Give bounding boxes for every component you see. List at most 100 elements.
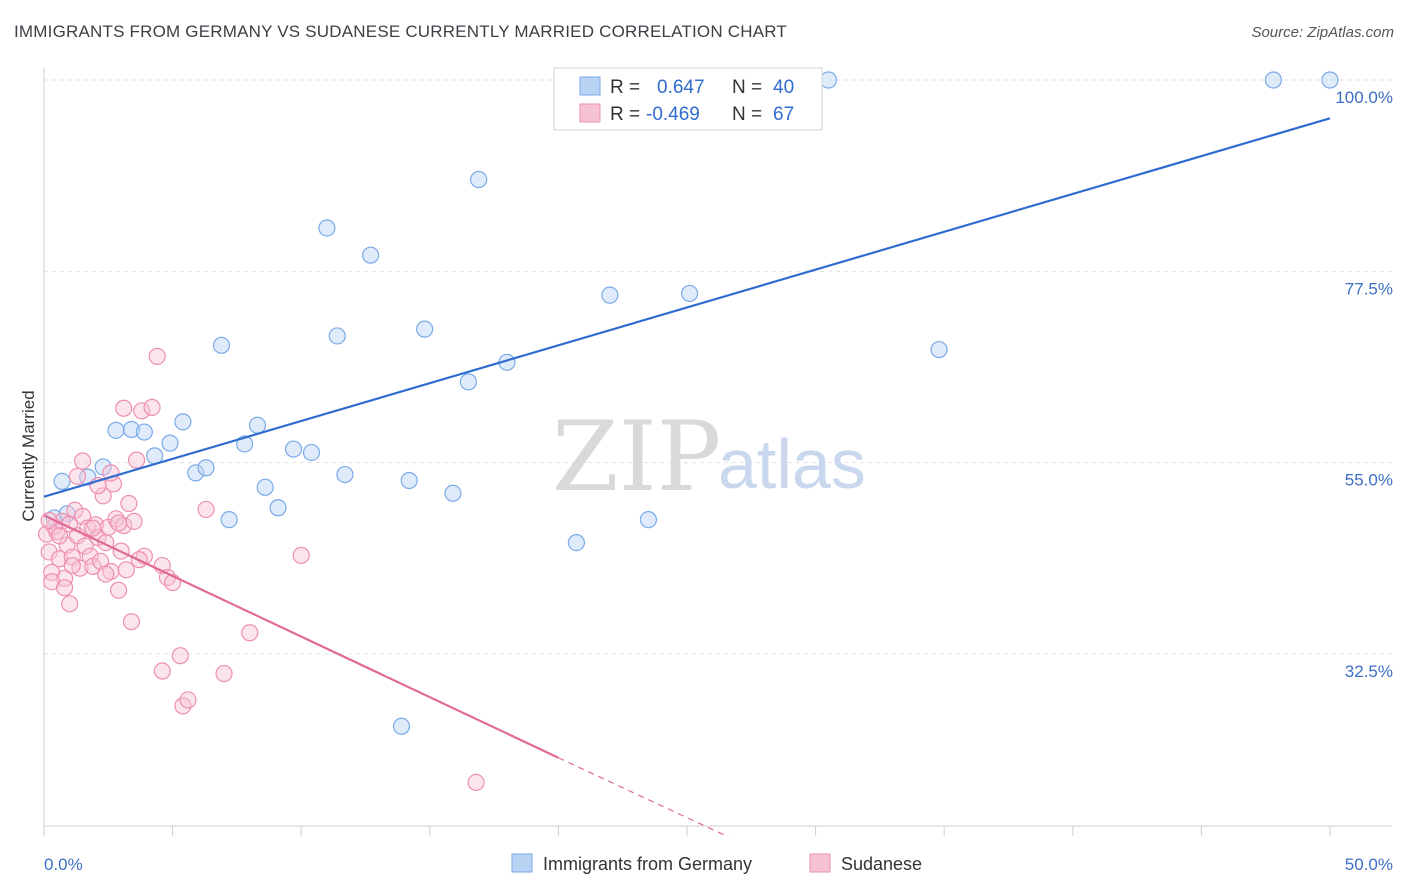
- germany-point-19: [318, 219, 336, 237]
- sudanese-point-38: [133, 402, 151, 420]
- germany-point-34: [819, 71, 838, 89]
- data-points: [37, 71, 1339, 792]
- germany-point-32: [639, 511, 658, 529]
- germany-point-7: [161, 434, 179, 452]
- legend-r-label-sudanese: R =: [610, 104, 640, 125]
- sudanese-point-41: [143, 398, 161, 416]
- watermark: ZIP atlas: [552, 401, 866, 513]
- sudanese-trend-line: [43, 514, 559, 759]
- watermark-zip: ZIP: [552, 401, 721, 513]
- bottom-legend: Immigrants from Germany Sudanese: [511, 853, 922, 874]
- sudanese-point-59: [97, 565, 115, 583]
- germany-point-3: [107, 421, 125, 439]
- sudanese-point-1: [40, 543, 58, 561]
- trend-lines: [43, 117, 1331, 838]
- germany-point-12: [220, 511, 238, 529]
- bottom-legend-label-germany: Immigrants from Germany: [543, 854, 752, 874]
- legend-r-value-sudanese: -0.469: [646, 104, 700, 125]
- sudanese-point-60: [68, 467, 87, 485]
- legend-box: R = 0.647 N = 40 R = -0.469 N = 67: [553, 67, 823, 131]
- sudanese-point-32: [120, 494, 138, 513]
- bottom-legend-label-sudanese: Sudanese: [841, 854, 922, 874]
- sudanese-point-28: [109, 581, 128, 599]
- sudanese-point-50: [179, 691, 197, 709]
- bottom-legend-swatch-germany: [511, 853, 533, 873]
- sudanese-point-47: [153, 662, 171, 680]
- legend-n-value-sudanese: 67: [773, 104, 794, 125]
- sudanese-point-15: [76, 537, 94, 555]
- germany-point-18: [302, 443, 321, 462]
- x-tick-label-min: 0.0%: [44, 855, 83, 874]
- legend-n-value-germany: 40: [773, 77, 794, 98]
- sudanese-point-17: [81, 547, 99, 565]
- sudanese-point-55: [467, 773, 485, 792]
- germany-point-30: [567, 534, 586, 552]
- germany-point-22: [362, 246, 380, 264]
- sudanese-point-7: [55, 569, 74, 587]
- y-tick-label-0: 100.0%: [1335, 88, 1393, 107]
- sudanese-point-35: [73, 452, 92, 470]
- sudanese-point-64: [61, 595, 79, 613]
- germany-point-26: [444, 484, 462, 502]
- germany-point-31: [601, 286, 619, 304]
- germany-point-16: [269, 499, 287, 517]
- germany-point-21: [336, 465, 354, 484]
- sudanese-point-37: [115, 399, 133, 417]
- legend-n-label-sudanese: N =: [732, 104, 762, 125]
- legend-r-label-germany: R =: [610, 77, 640, 98]
- germany-point-9: [187, 464, 205, 482]
- sudanese-trend-extension: [558, 757, 729, 838]
- chart-title: IMMIGRANTS FROM GERMANY VS SUDANESE CURR…: [14, 22, 787, 41]
- y-tick-labels: 100.0% 77.5% 55.0% 32.5%: [1335, 88, 1393, 681]
- germany-point-5: [135, 423, 153, 441]
- sudanese-point-61: [50, 527, 69, 545]
- germany-point-14: [248, 416, 267, 434]
- sudanese-point-22: [94, 487, 112, 505]
- legend-swatch-sudanese: [579, 103, 601, 123]
- sudanese-point-54: [292, 546, 310, 564]
- germany-point-15: [256, 478, 274, 496]
- germany-point-20: [328, 327, 346, 345]
- legend-r-value-germany: 0.647: [657, 77, 705, 98]
- sudanese-point-53: [241, 624, 259, 642]
- sudanese-point-33: [122, 613, 141, 631]
- germany-trend-line: [43, 117, 1331, 498]
- sudanese-point-42: [148, 347, 166, 365]
- germany-point-23: [392, 717, 411, 735]
- germany-point-36: [1264, 71, 1283, 89]
- sudanese-point-65: [109, 514, 128, 532]
- germany-point-24: [400, 471, 418, 490]
- germany-point-37: [1321, 71, 1339, 89]
- germany-point-0: [53, 472, 71, 490]
- y-axis-label: Currently Married: [19, 390, 38, 521]
- germany-point-27: [459, 373, 477, 391]
- y-tick-label-1: 77.5%: [1345, 279, 1393, 298]
- sudanese-point-52: [215, 664, 233, 683]
- germany-point-33: [680, 284, 699, 303]
- germany-point-8: [174, 413, 192, 431]
- sudanese-point-58: [63, 556, 81, 575]
- watermark-atlas: atlas: [718, 425, 866, 503]
- germany-point-4: [122, 420, 141, 439]
- sudanese-point-62: [84, 519, 102, 537]
- germany-point-11: [212, 336, 231, 354]
- germany-point-10: [197, 459, 215, 477]
- germany-point-28: [470, 170, 488, 189]
- germany-point-17: [284, 440, 303, 458]
- germany-point-35: [930, 340, 948, 359]
- chart-source: Source: ZipAtlas.com: [1251, 24, 1394, 41]
- sudanese-point-57: [55, 579, 74, 597]
- sudanese-point-31: [117, 561, 135, 579]
- y-tick-label-3: 32.5%: [1345, 662, 1393, 681]
- legend-swatch-germany: [579, 76, 601, 96]
- bottom-legend-swatch-sudanese: [809, 853, 831, 873]
- sudanese-point-51: [197, 500, 215, 519]
- sudanese-point-48: [171, 647, 189, 665]
- sudanese-point-39: [127, 451, 146, 469]
- sudanese-point-34: [125, 512, 143, 530]
- grid-lines: [44, 79, 1392, 655]
- legend-n-label-germany: N =: [732, 77, 762, 98]
- x-tick-label-max: 50.0%: [1345, 855, 1393, 874]
- sudanese-point-21: [91, 552, 110, 570]
